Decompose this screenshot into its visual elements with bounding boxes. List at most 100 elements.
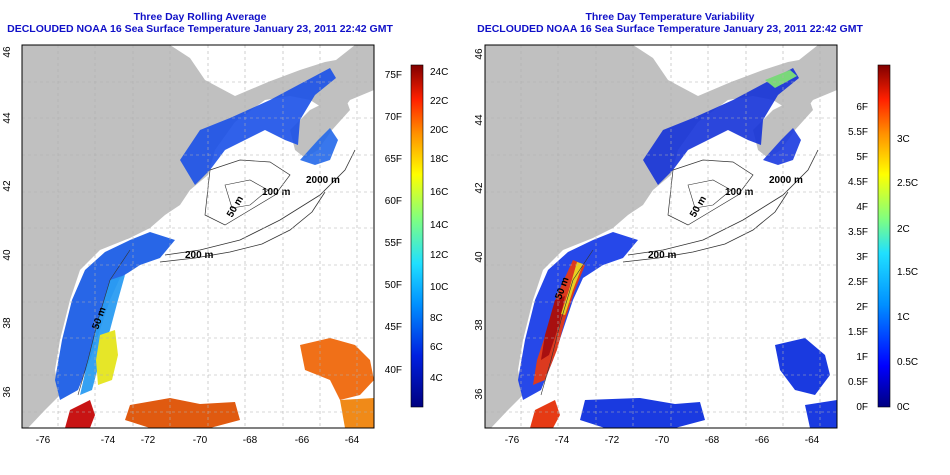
left-nova-scotia <box>290 96 350 158</box>
right-var-gulfstream <box>530 400 560 428</box>
left-colorbar-c-labels: 24C 22C 20C 18C 16C 14C 12C 10C 8C 6C 4C <box>430 67 448 384</box>
left-cbar-c-label: 14C <box>430 220 448 231</box>
left-contour-50m <box>224 179 269 209</box>
left-cbar-c-label: 18C <box>430 154 448 165</box>
right-lat-label: 46 <box>475 48 485 60</box>
right-lat-label: 44 <box>475 114 485 126</box>
right-lat-axis: 46 44 42 40 38 36 <box>475 48 485 400</box>
right-colorbar-f-labels: 6F 5.5F 5F 4.5F 4F 3.5F 3F 2.5F 2F 1.5F … <box>848 102 868 413</box>
right-nova-scotia <box>753 96 813 158</box>
left-lat-label: 36 <box>2 386 13 398</box>
right-contour-2000m <box>627 149 819 256</box>
right-cbar-f-label: 3F <box>856 252 868 263</box>
right-lon-label: -64 <box>805 435 820 446</box>
left-title-line2: DECLOUDED NOAA 16 Sea Surface Temperatur… <box>7 23 393 35</box>
left-lat-label: 42 <box>2 180 13 192</box>
left-lon-label: -68 <box>243 435 258 446</box>
left-sst-nova-strip <box>300 128 338 165</box>
left-lon-label: -64 <box>345 435 360 446</box>
left-cbar-f-label: 60F <box>385 196 402 207</box>
right-var-offshore <box>580 398 705 428</box>
left-lat-label: 44 <box>2 112 13 124</box>
left-cbar-c-label: 6C <box>430 342 443 353</box>
left-cbar-c-label: 12C <box>430 250 448 261</box>
left-cbar-f-label: 45F <box>385 322 402 333</box>
right-cbar-c-label: 0.5C <box>897 357 918 368</box>
left-label-2000m: 2000 m <box>306 175 340 186</box>
right-contour-50m <box>687 179 732 209</box>
left-map-frame <box>21 44 375 429</box>
left-cbar-c-label: 8C <box>430 313 443 324</box>
right-cbar-c-label: 1.5C <box>897 267 918 278</box>
right-cbar-c-label: 3C <box>897 134 910 145</box>
right-lat-label: 42 <box>475 182 485 194</box>
left-sst-shelf <box>55 232 175 400</box>
left-label-200m: 200 m <box>185 250 213 261</box>
left-sst-warm-patch <box>96 330 118 385</box>
left-cbar-f-label: 55F <box>385 238 402 249</box>
right-var-gulf-maine <box>643 68 799 185</box>
right-label-100m: 100 m <box>725 187 753 198</box>
right-var-offshore-2 <box>775 338 830 395</box>
right-cbar-c-label: 2.5C <box>897 178 918 189</box>
left-contour-shelf <box>77 249 131 396</box>
right-cbar-f-label: 4F <box>856 202 868 213</box>
left-cbar-f-label: 75F <box>385 70 402 81</box>
left-cbar-c-label: 24C <box>430 67 448 78</box>
left-contour-200m <box>159 191 326 263</box>
right-lon-label: -66 <box>755 435 770 446</box>
left-contour-100m <box>204 159 291 226</box>
right-colorbar-c-labels: 3C 2.5C 2C 1.5C 1C 0.5C 0C <box>897 134 918 413</box>
right-grid <box>485 45 837 428</box>
right-cbar-c-label: 0C <box>897 402 910 413</box>
right-cbar-f-label: 5.5F <box>848 127 868 138</box>
right-label-200m: 200 m <box>648 250 676 261</box>
left-lat-label: 40 <box>2 249 13 261</box>
right-land <box>485 45 837 428</box>
right-lon-label: -76 <box>505 435 520 446</box>
right-lat-label: 40 <box>475 251 485 263</box>
left-lon-axis: -76 -74 -72 -70 -68 -66 -64 <box>36 435 360 446</box>
left-cbar-f-label: 50F <box>385 280 402 291</box>
right-cbar-f-label: 0.5F <box>848 377 868 388</box>
left-colorbar <box>410 64 424 408</box>
right-lon-label: -72 <box>605 435 620 446</box>
right-contour-200m <box>622 191 789 263</box>
left-lon-label: -66 <box>295 435 310 446</box>
right-lat-label: 38 <box>475 319 485 331</box>
left-lat-label: 46 <box>2 46 13 58</box>
left-cbar-c-label: 22C <box>430 96 448 107</box>
right-var-southeast <box>805 400 837 428</box>
left-colorbar-f-labels: 75F 70F 65F 60F 55F 50F 45F 40F <box>385 70 402 376</box>
right-lat-label: 36 <box>475 388 485 400</box>
left-label-100m: 100 m <box>262 187 290 198</box>
right-colorbar <box>877 64 891 408</box>
left-lat-label: 38 <box>2 317 13 329</box>
left-title: Three Day Rolling Average DECLOUDED NOAA… <box>0 11 400 35</box>
right-cbar-f-label: 5F <box>856 152 868 163</box>
left-cbar-c-label: 16C <box>430 187 448 198</box>
left-lon-label: -70 <box>193 435 208 446</box>
left-title-line1: Three Day Rolling Average <box>133 11 267 23</box>
right-label-2000m: 2000 m <box>769 175 803 186</box>
right-contour-shelf <box>540 249 594 396</box>
left-sst-offshore-1 <box>125 398 240 428</box>
left-cbar-c-label: 4C <box>430 373 443 384</box>
left-cbar-f-label: 70F <box>385 112 402 123</box>
right-title-line1: Three Day Temperature Variability <box>585 11 755 23</box>
left-cbar-c-label: 10C <box>430 282 448 293</box>
right-var-nova-strip <box>763 128 801 165</box>
left-lon-label: -76 <box>36 435 51 446</box>
right-var-bay-fundy <box>765 70 797 88</box>
right-map: 2000 m 100 m 50 m 200 m 50 m -76 -74 -72… <box>475 44 918 446</box>
right-cbar-f-label: 4.5F <box>848 177 868 188</box>
right-lon-axis: -76 -74 -72 -70 -68 -66 -64 <box>505 435 820 446</box>
right-title-line2: DECLOUDED NOAA 16 Sea Surface Temperatur… <box>477 23 863 35</box>
left-grid <box>22 45 374 428</box>
left-contour-2000m <box>164 149 356 256</box>
right-cbar-c-label: 1C <box>897 312 910 323</box>
left-lon-label: -72 <box>141 435 156 446</box>
right-cbar-f-label: 2F <box>856 302 868 313</box>
left-lat-axis: 46 44 42 40 38 36 <box>2 46 13 398</box>
right-var-hot-core <box>541 296 565 360</box>
